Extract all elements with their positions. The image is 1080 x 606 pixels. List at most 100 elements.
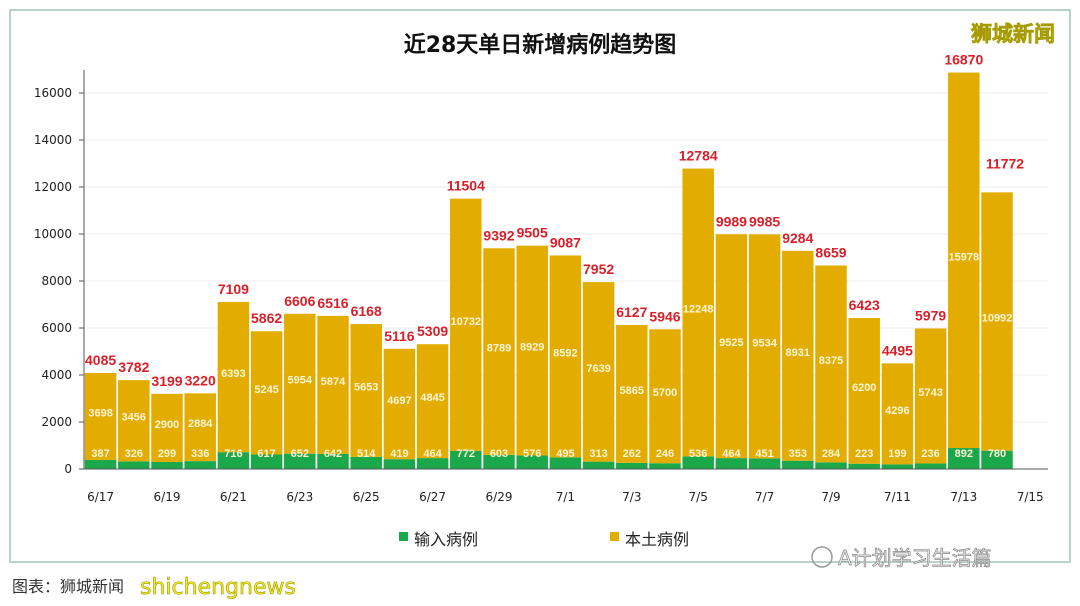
local-value-label: 5700 <box>653 387 677 399</box>
local-value-label: 6200 <box>852 382 876 394</box>
bar-group-6/24: 642 5874 6516 <box>317 295 349 469</box>
y-tick-label: 6000 <box>41 321 72 335</box>
local-value-label: 3456 <box>122 412 146 424</box>
x-tick-label: 6/23 <box>286 490 313 504</box>
x-tick-label: 6/29 <box>486 490 513 504</box>
local-value-label: 5874 <box>321 376 346 388</box>
total-value-label: 5116 <box>384 328 415 344</box>
x-tick-label: 6/17 <box>87 490 114 504</box>
bar-import <box>748 458 781 469</box>
local-value-label: 5245 <box>254 384 278 396</box>
bar-import <box>516 455 548 469</box>
bar-group-6/20: 336 2884 3220 <box>184 372 216 469</box>
bar-local <box>317 315 349 454</box>
import-value-label: 326 <box>125 448 143 460</box>
bar-import <box>217 452 250 469</box>
total-value-label: 9087 <box>550 234 581 250</box>
total-value-label: 3199 <box>151 373 182 389</box>
bar-local <box>948 72 980 449</box>
bar-group-7/3: 262 5865 6127 <box>616 304 648 469</box>
import-value-label: 199 <box>888 448 906 460</box>
import-value-label: 652 <box>291 448 309 460</box>
total-value-label: 6168 <box>351 303 382 319</box>
bar-local <box>184 393 216 462</box>
bar-group-6/19: 299 2900 3199 <box>151 373 183 469</box>
bar-group-6/21: 716 6393 7109 <box>217 281 250 469</box>
bar-import <box>483 454 515 469</box>
bar-import <box>948 448 980 469</box>
x-tick-label: 7/5 <box>689 490 708 504</box>
local-value-label: 15978 <box>949 251 980 263</box>
bar-import <box>549 457 582 469</box>
total-value-label: 9505 <box>517 225 548 241</box>
bar-group-6/23: 652 5954 6606 <box>284 293 316 469</box>
import-value-label: 716 <box>224 448 242 460</box>
bar-local <box>549 255 582 458</box>
x-tick-label: 7/9 <box>821 490 840 504</box>
x-tick-label: 7/3 <box>622 490 641 504</box>
total-value-label: 12784 <box>679 148 718 164</box>
total-value-label: 3782 <box>118 359 149 375</box>
y-tick-label: 8000 <box>41 274 72 288</box>
import-value-label: 780 <box>988 448 1006 460</box>
bar-group-6/28: 772 10732 11504 <box>447 178 485 469</box>
local-value-label: 10992 <box>982 313 1013 325</box>
total-value-label: 5862 <box>251 310 282 326</box>
import-value-label: 336 <box>191 448 209 460</box>
bar-import <box>682 456 714 469</box>
import-value-label: 284 <box>822 448 841 460</box>
bar-local <box>649 329 681 464</box>
import-value-label: 223 <box>855 448 873 460</box>
import-value-label: 892 <box>955 448 973 460</box>
bar-import <box>815 462 847 469</box>
bar-import <box>649 463 681 469</box>
y-tick-label: 4000 <box>41 368 72 382</box>
local-value-label: 4845 <box>420 392 444 404</box>
local-value-label: 3698 <box>88 407 112 419</box>
local-value-label: 9534 <box>752 337 777 349</box>
bar-local <box>383 348 416 460</box>
local-value-label: 4697 <box>387 395 411 407</box>
local-value-label: 8929 <box>520 342 544 354</box>
local-value-label: 5653 <box>354 381 378 393</box>
y-tick-label: 10000 <box>34 227 72 241</box>
total-value-label: 6516 <box>317 295 348 311</box>
bar-group-7/4: 246 5700 5946 <box>649 308 681 469</box>
bar-group-6/27: 464 4845 5309 <box>416 323 449 469</box>
total-value-label: 6606 <box>284 293 315 309</box>
bar-local <box>682 168 714 457</box>
bar-local <box>715 234 748 459</box>
legend-label-local: 本土病例 <box>625 530 689 549</box>
total-value-label: 16870 <box>944 52 983 68</box>
total-value-label: 9392 <box>483 227 514 243</box>
bar-local <box>748 234 781 459</box>
local-value-label: 10732 <box>451 316 482 328</box>
bar-local <box>284 313 316 454</box>
bar-local <box>250 331 283 455</box>
total-value-label: 11504 <box>447 178 485 194</box>
bar-group-7/6: 464 9525 9989 <box>715 213 748 469</box>
local-value-label: 7639 <box>586 363 610 375</box>
import-value-label: 617 <box>257 448 275 460</box>
bar-group-6/25: 514 5653 6168 <box>350 303 382 469</box>
total-value-label: 4085 <box>85 352 116 368</box>
bar-local <box>782 250 814 461</box>
bar-import <box>184 461 216 469</box>
bar-group-6/26: 419 4697 5116 <box>383 328 416 469</box>
import-value-label: 387 <box>91 448 109 460</box>
local-value-label: 5865 <box>620 385 644 397</box>
bar-local <box>217 301 250 453</box>
bar-local <box>815 265 847 463</box>
bar-import <box>981 450 1013 469</box>
import-value-label: 299 <box>158 448 176 460</box>
import-value-label: 514 <box>357 448 376 460</box>
total-value-label: 9985 <box>749 213 780 229</box>
bar-import <box>582 461 615 469</box>
bar-import <box>383 459 416 469</box>
bar-import <box>416 458 449 469</box>
total-value-label: 6127 <box>616 304 647 320</box>
bar-group-6/22: 617 5245 5862 <box>250 310 283 469</box>
x-tick-label: 6/19 <box>154 490 181 504</box>
legend: 输入病例 本土病例 <box>399 530 689 549</box>
